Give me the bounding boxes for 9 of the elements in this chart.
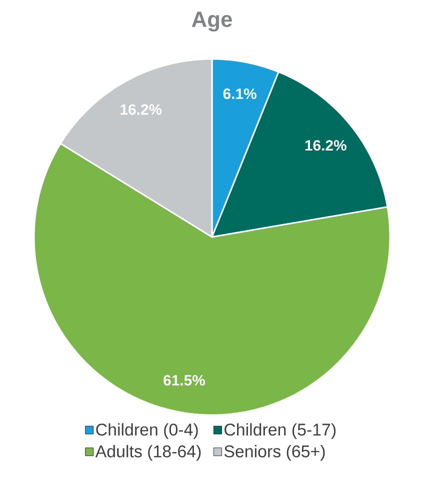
data-label: 16.2%: [120, 104, 162, 115]
chart-title: Age: [192, 12, 232, 32]
legend-label: Adults (18-64): [95, 444, 201, 461]
legend-label: Children (0-4): [96, 423, 198, 439]
data-label: 16.2%: [305, 140, 346, 151]
legend-label: Children (5-17): [224, 423, 336, 439]
data-label: 61.5%: [164, 374, 205, 386]
legend-label: Seniors (65+): [224, 444, 325, 461]
data-label: 6.1%: [223, 88, 256, 99]
